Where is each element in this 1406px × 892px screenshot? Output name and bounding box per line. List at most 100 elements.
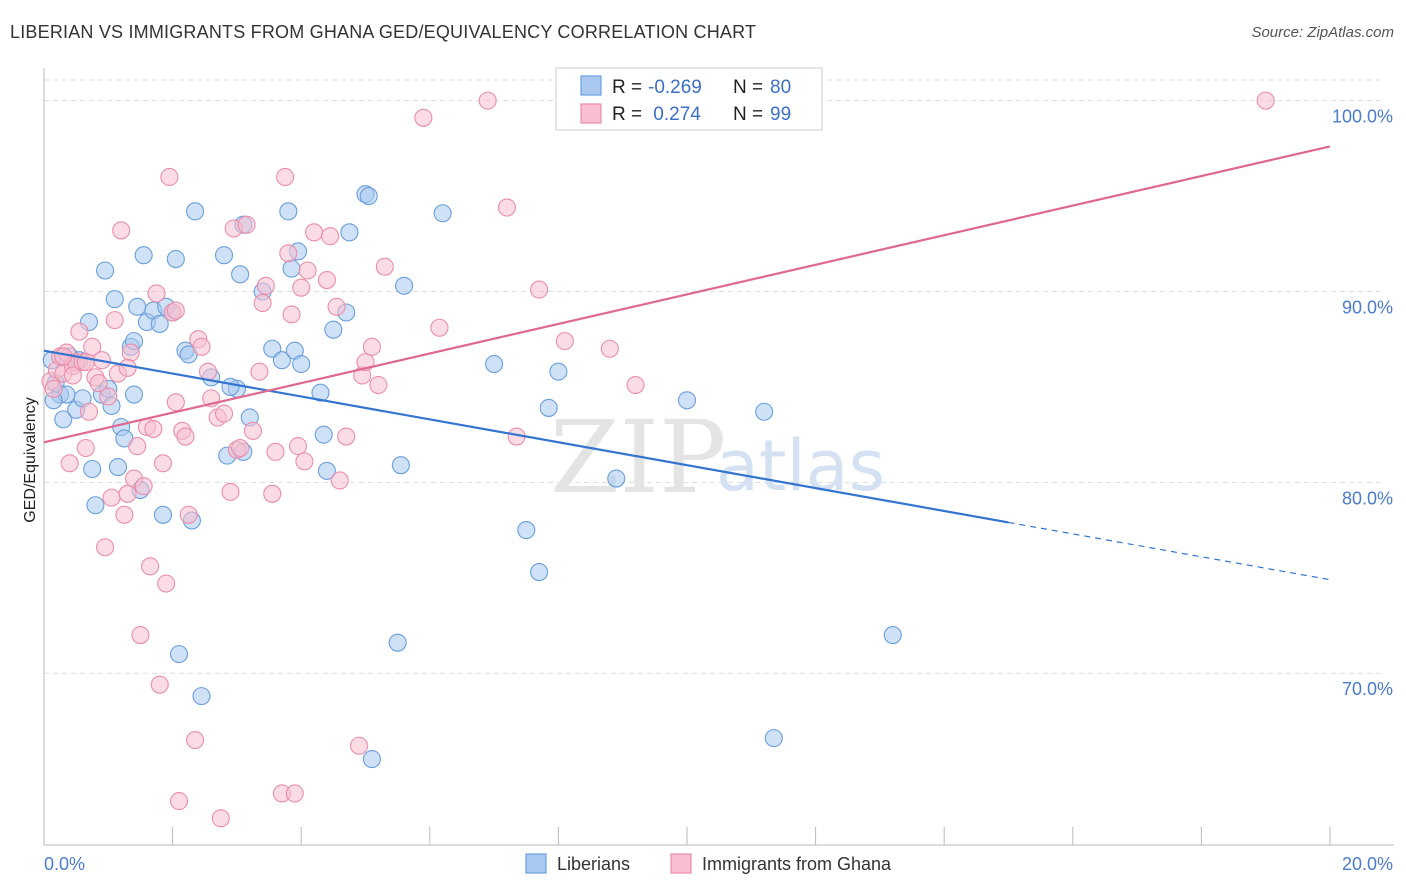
watermark-atlas: atlas <box>716 425 885 507</box>
liberians-point <box>539 398 558 417</box>
bottom-legend-label-ghana: Immigrants from Ghana <box>702 854 892 874</box>
ghana-point <box>63 366 82 385</box>
liberians-point <box>272 351 291 370</box>
series-ghana-points <box>41 91 1275 828</box>
ghana-point <box>112 221 131 240</box>
ghana-point <box>362 337 381 356</box>
liberians-point <box>105 290 124 309</box>
ghana-point <box>166 393 185 412</box>
ghana-point <box>600 339 619 358</box>
liberians-point <box>192 687 211 706</box>
ghana-point <box>211 809 230 828</box>
legend-r-label-1: R = <box>612 77 642 98</box>
ghana-point <box>327 297 346 316</box>
ghana-point <box>214 404 234 423</box>
ghana-point <box>79 402 99 421</box>
ghana-point <box>153 454 173 473</box>
ghana-point <box>105 311 124 330</box>
ghana-point <box>478 91 497 110</box>
liberians-point <box>517 521 536 540</box>
chart-title: LIBERIAN VS IMMIGRANTS FROM GHANA GED/EQ… <box>10 22 757 42</box>
ghana-point <box>102 488 121 507</box>
liberians-point <box>340 223 359 242</box>
bottom-legend-label-liberians: Liberians <box>557 854 630 874</box>
liberians-trend-extension <box>1008 521 1331 581</box>
ghana-point <box>144 419 163 438</box>
liberians-point <box>279 202 298 221</box>
y-tick-label: 90.0% <box>1342 297 1393 317</box>
ghana-point <box>231 438 250 458</box>
liberians-trend-line <box>43 349 1009 524</box>
ghana-point <box>115 505 134 524</box>
legend-n-label-1: N = <box>733 77 763 98</box>
liberians-point <box>359 187 378 206</box>
ghana-point <box>253 293 272 312</box>
liberians-point <box>607 469 626 488</box>
trend-lines <box>43 145 1331 581</box>
liberians-point <box>83 459 102 479</box>
liberians-point <box>221 377 240 396</box>
x-tick-label: 20.0% <box>1342 854 1393 874</box>
liberians-point <box>362 750 381 769</box>
ghana-point <box>221 482 240 501</box>
legend-n-label-2: N = <box>733 104 763 125</box>
liberians-point <box>108 458 127 477</box>
legend-n-value-1: 80 <box>770 77 791 98</box>
ghana-point <box>317 270 336 290</box>
liberians-point <box>153 505 173 524</box>
legend-r-label-2: R = <box>612 104 642 125</box>
ghana-point <box>128 437 147 456</box>
ghana-point <box>279 244 298 263</box>
ghana-point <box>118 484 137 503</box>
ghana-point <box>375 257 394 276</box>
y-axis-title: GED/Equivalency <box>22 397 39 522</box>
liberians-point <box>314 425 333 444</box>
liberians-point <box>433 204 452 223</box>
ghana-point <box>250 362 269 381</box>
legend-swatch-ghana <box>580 103 602 124</box>
ghana-point <box>497 198 517 217</box>
ghana-point <box>276 167 295 187</box>
liberians-point <box>395 276 414 295</box>
liberians-point <box>324 320 343 339</box>
legend-n-value-2: 99 <box>770 104 791 125</box>
liberians-point <box>755 402 774 421</box>
ghana-point <box>118 358 137 377</box>
ghana-point <box>160 167 179 187</box>
ghana-point <box>147 284 166 303</box>
grid-lines <box>44 79 1380 674</box>
ghana-point <box>131 625 150 645</box>
ghana-point <box>292 278 311 297</box>
ghana-point <box>414 108 433 127</box>
liberians-point <box>134 246 153 265</box>
ghana-point <box>176 427 195 446</box>
ghana-point <box>76 438 95 458</box>
ghana-point <box>430 318 449 337</box>
y-tick-label: 80.0% <box>1342 488 1393 508</box>
ghana-point <box>337 427 356 446</box>
ghana-point <box>96 538 115 557</box>
ghana-point <box>237 215 256 234</box>
ghana-point <box>89 374 108 393</box>
ghana-point <box>266 442 285 461</box>
legend-r-value-2: 0.274 <box>648 104 701 125</box>
ghana-point <box>305 223 324 242</box>
liberians-point <box>96 261 115 280</box>
liberians-point <box>485 354 504 374</box>
ghana-point <box>134 477 153 496</box>
ghana-point <box>157 574 176 593</box>
liberians-point <box>124 385 144 404</box>
ghana-point <box>295 452 314 471</box>
liberians-point <box>883 625 902 645</box>
axes <box>43 68 1394 846</box>
liberians-point <box>311 383 330 402</box>
ghana-point <box>1256 91 1275 110</box>
legend-swatch-liberians <box>580 75 602 96</box>
liberians-point <box>391 456 410 475</box>
ghana-point <box>350 736 369 755</box>
liberians-point <box>292 354 311 374</box>
ghana-trend-line <box>43 145 1331 444</box>
liberians-point <box>317 461 336 480</box>
ghana-point <box>626 375 645 395</box>
